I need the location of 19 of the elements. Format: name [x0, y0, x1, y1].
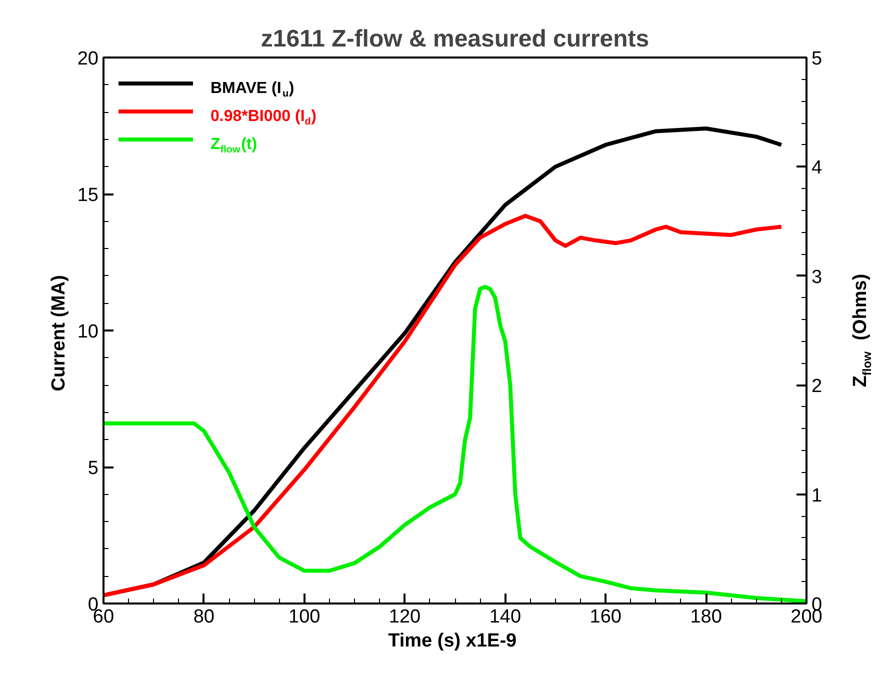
x-tick-label: 180	[690, 606, 722, 628]
x-tick-label: 160	[590, 606, 622, 628]
x-axis-title: Time (s) x1E-9	[388, 630, 517, 652]
y2-tick-label: 4	[812, 158, 822, 179]
chart-title: z1611 Z-flow & measured currents	[260, 26, 650, 52]
x-tick-label: 140	[489, 606, 522, 628]
x-tick-label: 120	[388, 606, 421, 628]
y-tick-label: 10	[77, 322, 99, 342]
y2-tick-label: 1	[812, 485, 822, 506]
y-tick-label: 15	[77, 185, 99, 206]
y-axis-title: Current (MA)	[48, 275, 70, 392]
x-tick-label: 100	[288, 606, 320, 628]
y2-tick-label: 2	[812, 376, 822, 398]
y2-tick-label: 5	[812, 48, 822, 70]
y-tick-label: 5	[88, 458, 99, 479]
y2-tick-label: 3	[812, 266, 822, 288]
y2-axis-title: Zflow (Ohms)	[850, 274, 874, 388]
x-tick-label: 80	[193, 606, 214, 628]
y-tick-label: 20	[77, 48, 99, 70]
